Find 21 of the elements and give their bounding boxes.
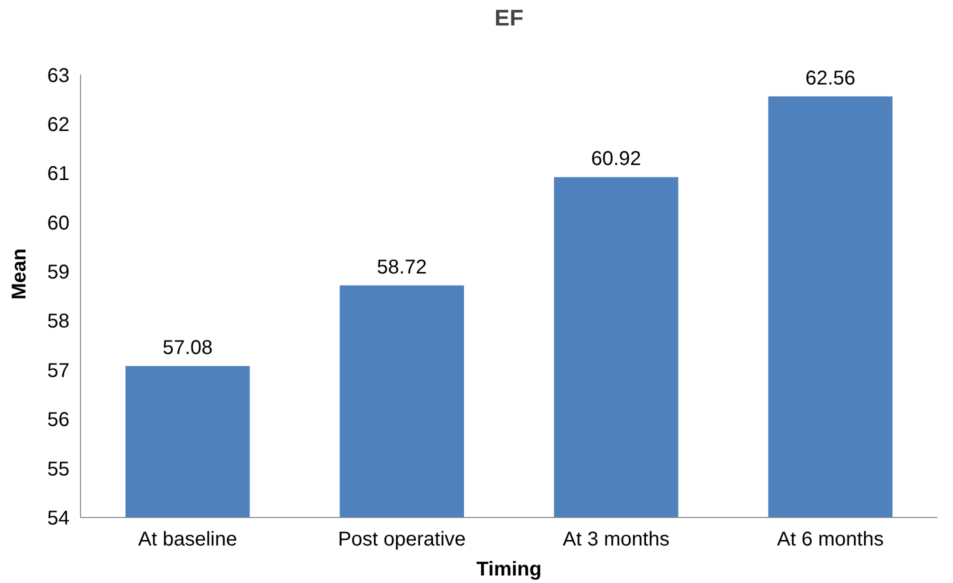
x-tick-label: At 3 months <box>562 528 670 550</box>
x-tick-label: At 6 months <box>777 528 884 550</box>
y-tick-label: 59 <box>47 262 70 284</box>
y-tick-label: 60 <box>47 212 70 234</box>
y-tick-label: 54 <box>47 508 70 530</box>
y-tick-label: 57 <box>47 360 70 382</box>
y-tick-label: 56 <box>47 409 70 432</box>
data-label: 57.08 <box>162 336 213 359</box>
data-label: 58.72 <box>376 256 427 278</box>
data-label: 62.56 <box>805 67 856 90</box>
y-axis-title: Mean <box>8 248 30 300</box>
y-tick-label: 55 <box>47 458 70 480</box>
chart-title: EF <box>494 4 524 30</box>
x-tick-label: Post operative <box>338 528 466 550</box>
x-axis-title: Timing <box>476 558 542 580</box>
y-tick-label: 63 <box>47 64 70 87</box>
y-tick-label: 61 <box>47 163 70 186</box>
y-tick-label: 62 <box>47 114 70 136</box>
data-label: 60.92 <box>591 148 642 170</box>
x-tick-label: At baseline <box>138 528 238 550</box>
y-tick-label: 58 <box>47 310 70 333</box>
